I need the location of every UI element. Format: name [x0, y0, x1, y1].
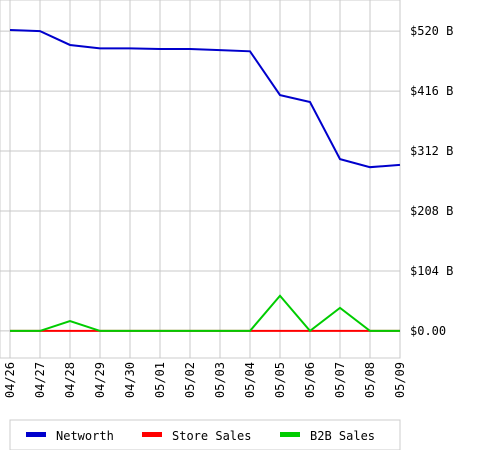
y-tick-label: $416 B — [410, 84, 453, 98]
x-tick-label: 04/27 — [33, 362, 47, 398]
x-tick-label: 05/09 — [393, 362, 407, 398]
x-tick-label: 04/30 — [123, 362, 137, 398]
legend-swatch — [26, 432, 46, 437]
x-tick-label: 05/08 — [363, 362, 377, 398]
x-tick-label: 05/02 — [183, 362, 197, 398]
legend-label: Networth — [56, 429, 114, 443]
legend-label: B2B Sales — [310, 429, 375, 443]
y-tick-label: $104 B — [410, 264, 453, 278]
legend-swatch — [142, 432, 162, 437]
x-tick-label: 05/07 — [333, 362, 347, 398]
legend-box — [9, 419, 401, 451]
data-line — [10, 294, 400, 333]
x-tick-label: 05/01 — [153, 362, 167, 398]
y-tick-label: $312 B — [410, 144, 453, 158]
plot-background — [0, 0, 401, 359]
data-line — [9, 28, 401, 169]
legend-swatch — [280, 432, 300, 437]
x-tick-label: 05/03 — [213, 362, 227, 398]
legend-label: Store Sales — [172, 429, 251, 443]
x-tick-label: 04/29 — [93, 362, 107, 398]
x-tick-label: 05/05 — [273, 362, 287, 398]
x-tick-label: 04/26 — [3, 362, 17, 398]
x-tick-label: 05/04 — [243, 362, 257, 398]
x-tick-label: 05/06 — [303, 362, 317, 398]
y-tick-label: $520 B — [410, 24, 453, 38]
y-tick-label: $0.00 — [410, 324, 446, 338]
y-tick-label: $208 B — [410, 204, 453, 218]
x-tick-label: 04/28 — [63, 362, 77, 398]
